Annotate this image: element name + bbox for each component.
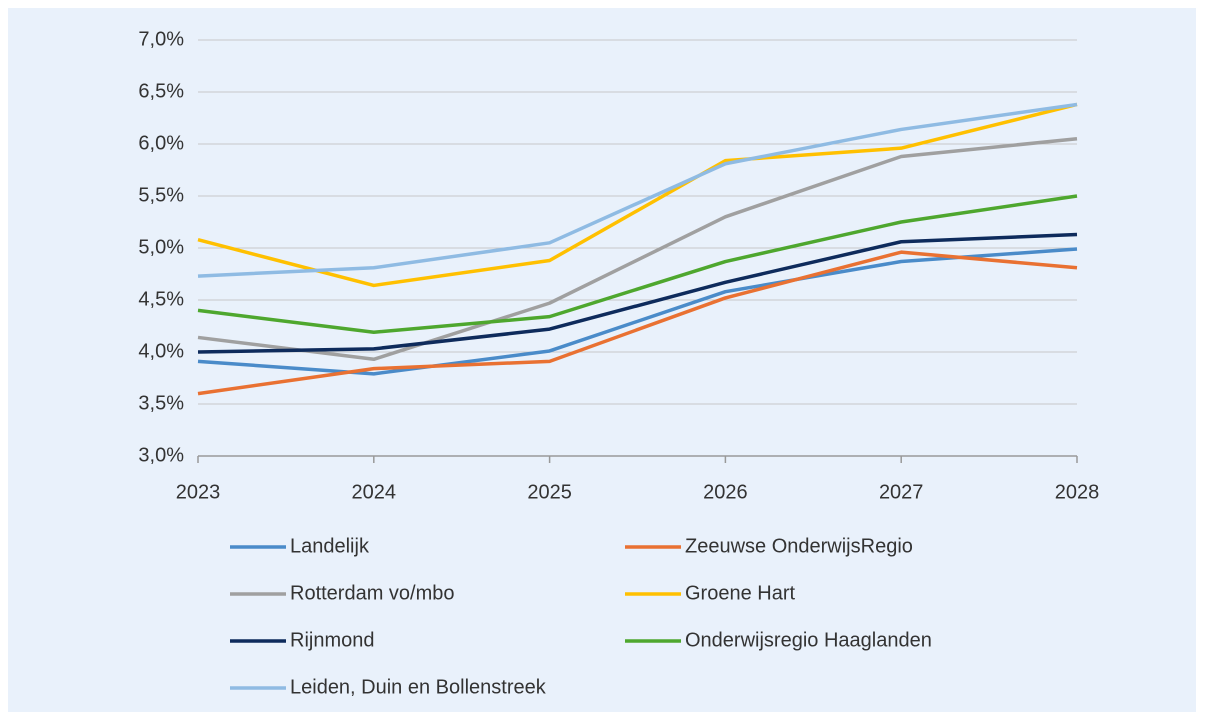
y-tick-label: 3,5% bbox=[138, 392, 184, 414]
y-tick-label: 6,0% bbox=[138, 132, 184, 154]
y-tick-label: 5,5% bbox=[138, 184, 184, 206]
x-tick-label: 2027 bbox=[879, 481, 924, 503]
legend-label: Groene Hart bbox=[685, 582, 795, 604]
legend-label: Landelijk bbox=[290, 535, 370, 557]
legend-label: Rijnmond bbox=[290, 629, 374, 651]
series-line bbox=[197, 102, 1078, 278]
series-line bbox=[197, 250, 1078, 396]
y-tick-label: 6,5% bbox=[138, 80, 184, 102]
x-tick-label: 2028 bbox=[1055, 481, 1100, 503]
legend-label: Rotterdam vo/mbo bbox=[290, 582, 455, 604]
y-tick-label: 7,0% bbox=[138, 28, 184, 50]
legend-label: Onderwijsregio Haaglanden bbox=[685, 629, 932, 651]
legend-label: Leiden, Duin en Bollenstreek bbox=[290, 676, 547, 698]
x-tick-label: 2023 bbox=[176, 481, 221, 503]
x-tick-label: 2025 bbox=[527, 481, 572, 503]
legend-label: Zeeuwse OnderwijsRegio bbox=[685, 535, 913, 557]
y-tick-label: 3,0% bbox=[138, 444, 184, 466]
series-line bbox=[197, 102, 1078, 288]
y-tick-label: 4,0% bbox=[138, 340, 184, 362]
x-tick-label: 2024 bbox=[352, 481, 397, 503]
series-line bbox=[197, 194, 1078, 334]
x-tick-label: 2026 bbox=[703, 481, 748, 503]
series-line bbox=[197, 232, 1078, 354]
series-line bbox=[197, 137, 1078, 362]
y-tick-label: 5,0% bbox=[138, 236, 184, 258]
y-tick-label: 4,5% bbox=[138, 288, 184, 310]
